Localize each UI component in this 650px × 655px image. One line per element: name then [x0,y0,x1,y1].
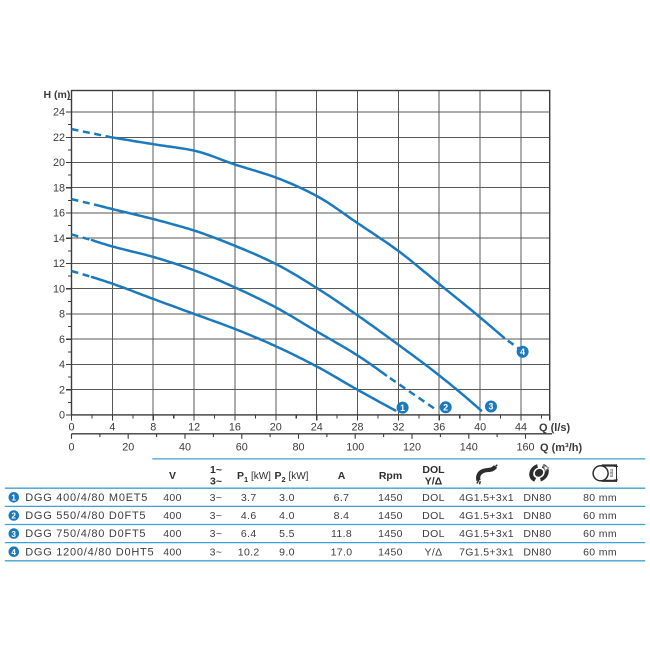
svg-text:4: 4 [109,422,115,434]
svg-text:18: 18 [53,182,65,194]
svg-text:20: 20 [122,441,134,453]
svg-text:Y/Δ: Y/Δ [425,546,443,558]
svg-text:2: 2 [11,512,16,521]
svg-text:4G1.5+3x1: 4G1.5+3x1 [459,510,514,522]
svg-text:12: 12 [53,258,65,270]
svg-text:120: 120 [403,441,421,453]
svg-text:3: 3 [11,530,16,539]
svg-text:22: 22 [53,132,65,144]
svg-text:40: 40 [179,441,191,453]
svg-text:Rpm: Rpm [379,470,402,482]
svg-text:3: 3 [489,402,494,412]
svg-text:DGG 550/4/80 D0FT5: DGG 550/4/80 D0FT5 [25,510,146,522]
svg-text:60 mm: 60 mm [583,510,617,522]
svg-text:6.4: 6.4 [241,528,257,540]
svg-text:DGG 400/4/80 M0ET5: DGG 400/4/80 M0ET5 [25,492,148,504]
svg-text:P2 [kW]: P2 [kW] [275,470,309,484]
svg-text:6: 6 [59,334,65,346]
svg-text:400: 400 [163,510,182,522]
svg-text:400: 400 [163,492,182,504]
svg-text:5.5: 5.5 [279,528,295,540]
svg-text:2: 2 [59,384,65,396]
svg-text:8.4: 8.4 [334,510,350,522]
svg-text:Y/Δ: Y/Δ [425,476,443,488]
svg-text:3~: 3~ [210,492,223,504]
svg-text:DGG 750/4/80 D0FT5: DGG 750/4/80 D0FT5 [25,528,146,540]
svg-text:V: V [169,470,176,482]
svg-text:24: 24 [53,107,65,119]
svg-text:2: 2 [443,402,448,412]
svg-text:17.0: 17.0 [331,546,353,558]
svg-text:4: 4 [11,548,16,557]
svg-text:3~: 3~ [210,510,223,522]
svg-text:4: 4 [520,347,525,357]
svg-text:28: 28 [351,422,363,434]
svg-text:0: 0 [68,441,74,453]
svg-text:DOL: DOL [422,510,445,522]
svg-text:60: 60 [236,441,248,453]
svg-text:4: 4 [59,359,65,371]
svg-text:mm: mm [608,469,614,477]
svg-text:100: 100 [346,441,364,453]
svg-text:4.0: 4.0 [279,510,295,522]
svg-text:16: 16 [53,208,65,220]
svg-text:DOL: DOL [422,464,445,476]
svg-text:1450: 1450 [378,546,403,558]
svg-text:DN80: DN80 [523,510,551,522]
svg-text:3.7: 3.7 [241,492,257,504]
svg-text:1~: 1~ [210,464,222,476]
svg-text:4G1.5+3x1: 4G1.5+3x1 [459,492,514,504]
svg-text:DGG 1200/4/80 D0HT5: DGG 1200/4/80 D0HT5 [25,546,154,558]
svg-text:Q (l/s): Q (l/s) [539,422,571,434]
svg-text:80: 80 [292,441,304,453]
svg-text:4.6: 4.6 [241,510,257,522]
svg-text:Q (m³/h): Q (m³/h) [540,442,582,454]
svg-text:DN80: DN80 [523,546,551,558]
svg-text:3.0: 3.0 [279,492,295,504]
svg-text:140: 140 [460,441,478,453]
svg-text:40: 40 [474,422,486,434]
svg-text:9.0: 9.0 [279,546,295,558]
svg-text:16: 16 [229,422,241,434]
svg-text:3~: 3~ [210,528,223,540]
svg-text:11.8: 11.8 [331,528,352,540]
svg-text:60 mm: 60 mm [583,546,617,558]
svg-text:H (m): H (m) [44,89,71,101]
svg-text:20: 20 [270,422,282,434]
svg-text:DOL: DOL [422,528,445,540]
svg-text:10.2: 10.2 [238,546,260,558]
svg-text:44: 44 [515,422,527,434]
svg-text:P1 [kW]: P1 [kW] [237,470,271,484]
svg-text:7G1.5+3x1: 7G1.5+3x1 [459,546,514,558]
svg-text:160: 160 [516,441,534,453]
svg-text:60 mm: 60 mm [583,528,617,540]
svg-text:1: 1 [11,494,16,503]
svg-text:400: 400 [163,546,182,558]
svg-text:1450: 1450 [378,492,403,504]
svg-text:3~: 3~ [210,476,222,488]
svg-text:14: 14 [53,233,65,245]
svg-text:24: 24 [311,422,323,434]
svg-text:10: 10 [53,283,65,295]
svg-text:32: 32 [392,422,404,434]
svg-text:36: 36 [433,422,445,434]
svg-text:A: A [338,470,346,482]
svg-text:DN80: DN80 [523,492,551,504]
svg-text:4G1.5+3x1: 4G1.5+3x1 [459,528,514,540]
svg-text:DOL: DOL [422,492,445,504]
svg-text:12: 12 [188,422,200,434]
svg-text:20: 20 [53,157,65,169]
svg-text:3~: 3~ [210,546,223,558]
svg-text:0: 0 [59,410,65,422]
svg-text:DN80: DN80 [523,528,551,540]
svg-text:6.7: 6.7 [334,492,350,504]
svg-text:0: 0 [68,422,74,434]
svg-text:8: 8 [59,309,65,321]
svg-text:400: 400 [163,528,182,540]
svg-text:80 mm: 80 mm [583,492,617,504]
svg-text:1: 1 [400,403,405,413]
svg-text:1450: 1450 [378,510,403,522]
svg-text:1450: 1450 [378,528,403,540]
svg-text:8: 8 [150,422,156,434]
